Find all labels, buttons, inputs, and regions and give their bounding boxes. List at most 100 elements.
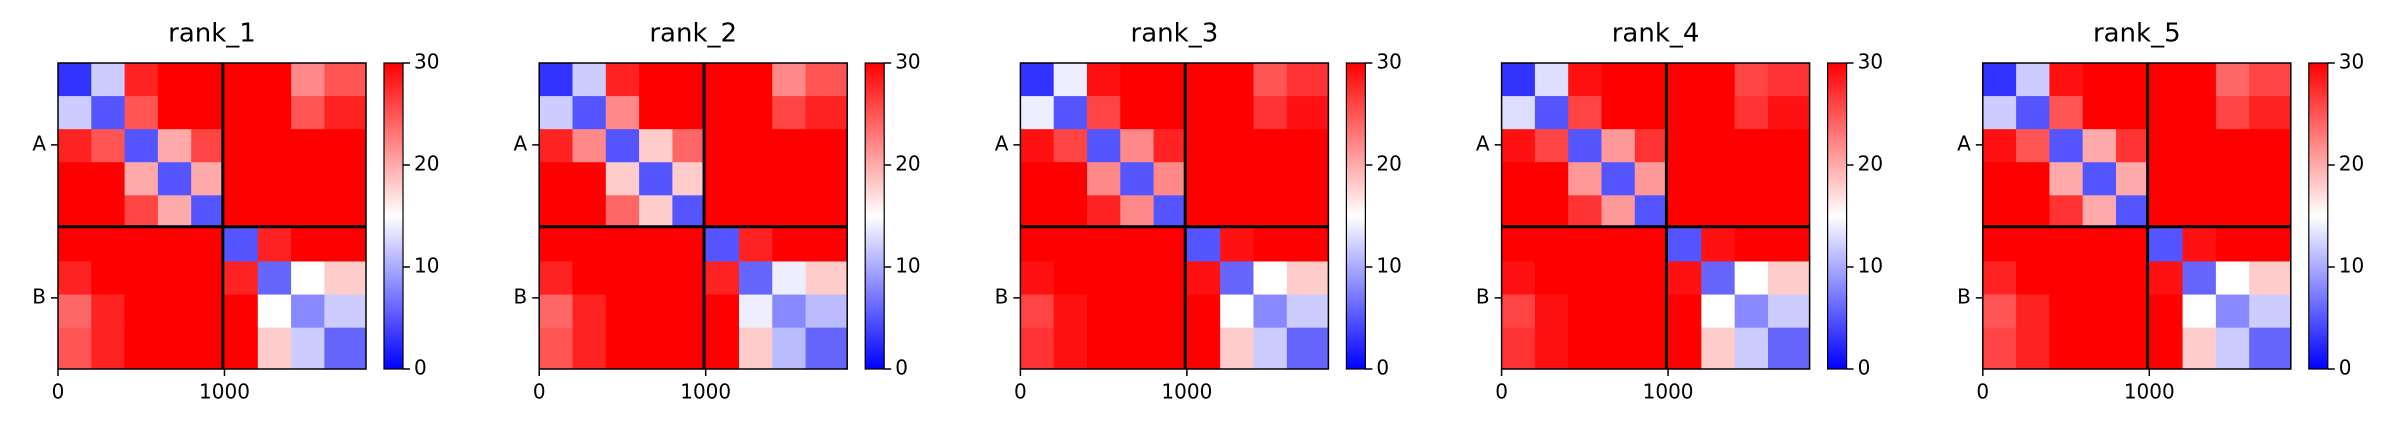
heatmap-cell	[58, 162, 92, 196]
heatmap-cell	[157, 129, 192, 163]
heatmap-cell	[1734, 162, 1769, 196]
heatmap-cell	[1534, 63, 1569, 97]
heatmap-cell	[191, 226, 224, 262]
heatmap-cell	[2082, 129, 2117, 163]
colorbar	[1826, 62, 1848, 370]
heatmap-cell	[291, 226, 325, 262]
colorbar-tick-label: 30	[1858, 50, 1883, 74]
heatmap-cell	[1220, 63, 1254, 97]
heatmap-cell	[738, 129, 773, 163]
y-tick-label: A	[32, 131, 46, 155]
heatmap-cell	[1734, 261, 1769, 296]
heatmap-cell	[1568, 195, 1602, 228]
heatmap-cell	[2147, 195, 2184, 228]
heatmap-cell	[1601, 226, 1636, 262]
heatmap-cell	[1601, 129, 1636, 163]
heatmap-cell	[2016, 327, 2050, 370]
heatmap-cell	[539, 294, 573, 329]
heatmap-cell	[2249, 195, 2292, 228]
heatmap-cell	[1534, 96, 1569, 130]
heatmap-cell	[91, 327, 126, 370]
heatmap-cell	[1220, 327, 1254, 370]
heatmap-cell	[324, 226, 367, 262]
heatmap-cell	[805, 195, 848, 228]
heatmap-cell	[672, 129, 705, 163]
heatmap-cell	[1767, 63, 1811, 97]
heatmap-cell	[1253, 129, 1288, 163]
heatmap-cell	[2215, 162, 2250, 196]
heatmap-cell	[1120, 96, 1155, 130]
heatmap-cell	[1153, 63, 1186, 97]
heatmap-cell	[291, 96, 325, 130]
heatmap-cell	[91, 96, 126, 130]
heatmap-cell	[1982, 162, 2017, 196]
heatmap-cell	[1568, 63, 1602, 97]
heatmap-cell	[539, 63, 573, 97]
heatmap-cell	[1086, 129, 1121, 163]
heatmap-cell	[1767, 195, 1811, 228]
heatmap-cell	[704, 294, 740, 329]
heatmap-cell	[157, 261, 192, 296]
heatmap-cell	[672, 294, 705, 329]
colorbar-tick-label: 10	[1376, 254, 1401, 278]
heatmap-cell	[1185, 195, 1221, 228]
colorbar-tick-label: 20	[414, 152, 439, 176]
heatmap-cell	[1701, 96, 1736, 130]
heatmap-cell	[639, 96, 673, 130]
heatmap-cell	[2016, 96, 2050, 130]
heatmap-cell	[1568, 261, 1602, 296]
heatmap-cell	[58, 195, 92, 228]
heatmap-cell	[572, 63, 607, 97]
heatmap-cell	[1020, 195, 1055, 228]
heatmap-cell	[1220, 261, 1254, 296]
heatmap-cell	[324, 327, 367, 370]
heatmap-cell	[1568, 294, 1602, 329]
heatmap-cell	[1734, 129, 1769, 163]
panel-title: rank_2	[649, 19, 737, 49]
heatmap-cell	[805, 327, 848, 370]
heatmap-cell	[539, 226, 573, 262]
heatmap-cell	[1734, 226, 1769, 262]
heatmap-cell	[1185, 162, 1221, 196]
heatmap-cell	[124, 96, 159, 130]
plot-frame	[1019, 62, 1330, 370]
heatmap-cell	[1601, 327, 1636, 370]
heatmap-cell	[1220, 162, 1254, 196]
heatmap-cell	[324, 294, 367, 329]
heatmap-cell	[2215, 63, 2250, 97]
heatmap-cell	[1501, 195, 1536, 228]
heatmap-cell	[124, 226, 159, 262]
heatmap-cell	[639, 195, 673, 228]
heatmap-cell	[222, 129, 259, 163]
heatmap-cell	[1286, 63, 1329, 97]
heatmap-cell	[1253, 195, 1288, 228]
colorbar-tick-label: 0	[1376, 356, 1389, 380]
heatmap-cell	[324, 63, 367, 97]
plot-frame	[1500, 62, 1811, 370]
heatmap-cell	[1086, 261, 1121, 296]
heatmap-cell	[191, 294, 224, 329]
heatmap-cell	[1767, 294, 1811, 329]
heatmap-cell	[2115, 261, 2149, 296]
heatmap-cell	[2147, 162, 2184, 196]
plot-frame	[1982, 62, 2292, 370]
heatmap-cell	[1153, 261, 1186, 296]
heatmap-cell	[1601, 195, 1636, 228]
heatmap-cell	[2049, 162, 2084, 196]
colorbar-tick-label: 20	[1858, 152, 1883, 176]
heatmap-cell	[1120, 327, 1155, 370]
heatmap-cell	[1734, 294, 1769, 329]
heatmap-cell	[157, 63, 192, 97]
heatmap-cell	[1701, 63, 1736, 97]
heatmap-cell	[58, 96, 92, 130]
heatmap-cell	[257, 294, 292, 329]
heatmap-cell	[1120, 294, 1155, 329]
heatmap-cell	[2082, 63, 2117, 97]
heatmap-cell	[1120, 63, 1155, 97]
heatmap-cell	[605, 261, 640, 296]
panel-title: rank_4	[1612, 19, 1700, 49]
heatmap-cell	[1053, 129, 1088, 163]
heatmap-cell	[1153, 96, 1186, 130]
colorbar-tick-label: 30	[1376, 50, 1401, 74]
heatmap-cell	[1666, 294, 1702, 329]
